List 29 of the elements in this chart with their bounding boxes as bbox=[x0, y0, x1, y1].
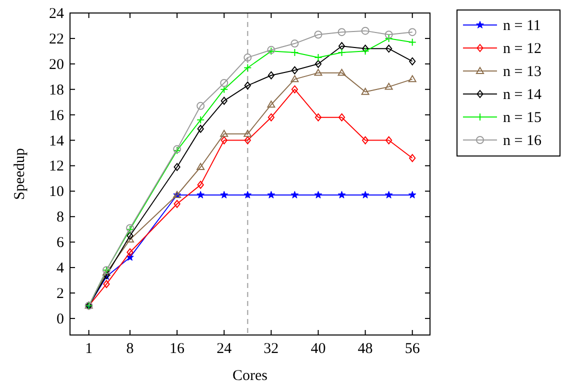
x-tick-label: 32 bbox=[264, 341, 279, 357]
y-tick-label: 6 bbox=[56, 235, 64, 252]
legend-label: n = 14 bbox=[503, 87, 542, 103]
y-tick-label: 12 bbox=[49, 158, 64, 175]
legend-label: n = 15 bbox=[503, 110, 542, 126]
y-tick-label: 14 bbox=[49, 133, 64, 150]
y-tick-label: 10 bbox=[49, 184, 64, 200]
y-tick-label: 16 bbox=[49, 108, 64, 124]
y-tick-label: 18 bbox=[49, 82, 64, 98]
y-tick-label: 2 bbox=[56, 286, 64, 302]
y-tick-label: 4 bbox=[56, 260, 64, 277]
y-tick-label: 20 bbox=[49, 56, 64, 73]
legend-label: n = 12 bbox=[503, 41, 542, 57]
y-tick-label: 24 bbox=[49, 6, 64, 22]
legend-label: n = 16 bbox=[503, 133, 542, 149]
y-tick-label: 0 bbox=[56, 311, 64, 328]
x-tick-label: 1 bbox=[85, 341, 93, 357]
legend-label: n = 11 bbox=[503, 18, 541, 34]
x-tick-label: 16 bbox=[170, 341, 186, 357]
legend-label: n = 13 bbox=[503, 64, 542, 80]
x-axis-title: Cores bbox=[232, 368, 268, 384]
x-tick-label: 8 bbox=[126, 341, 134, 357]
y-tick-label: 22 bbox=[49, 31, 64, 48]
x-tick-label: 56 bbox=[404, 341, 420, 357]
x-tick-label: 48 bbox=[358, 341, 373, 357]
y-axis-title: Speedup bbox=[12, 148, 28, 200]
x-tick-label: 24 bbox=[216, 341, 232, 357]
y-tick-label: 8 bbox=[56, 210, 64, 226]
x-tick-label: 40 bbox=[310, 341, 326, 357]
